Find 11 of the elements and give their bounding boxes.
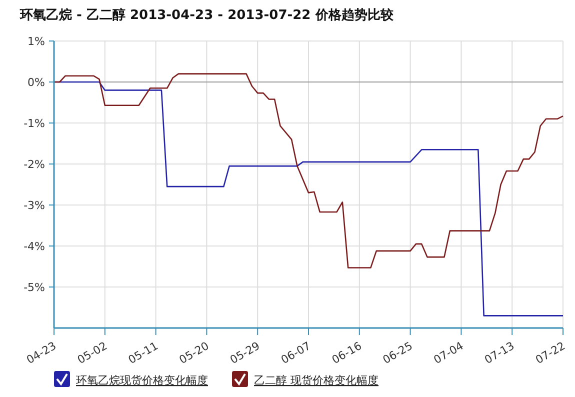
legend-label: 乙二醇 现货价格变化幅度: [254, 374, 378, 387]
y-tick-label: -3%: [24, 198, 45, 212]
y-tick-label: -2%: [24, 158, 45, 171]
legend-label: 环氧乙烷现货价格变化幅度: [76, 374, 208, 387]
y-tick-label: 1%: [28, 34, 45, 48]
y-tick-label: -1%: [24, 116, 45, 130]
y-tick-label: -4%: [24, 240, 45, 253]
y-tick-label: -5%: [24, 280, 45, 294]
chart-title: 环氧乙烷 - 乙二醇 2013-04-23 - 2013-07-22 价格趋势比较: [19, 7, 394, 23]
y-tick-label: 0%: [28, 76, 45, 89]
line-series: [53, 73, 564, 268]
